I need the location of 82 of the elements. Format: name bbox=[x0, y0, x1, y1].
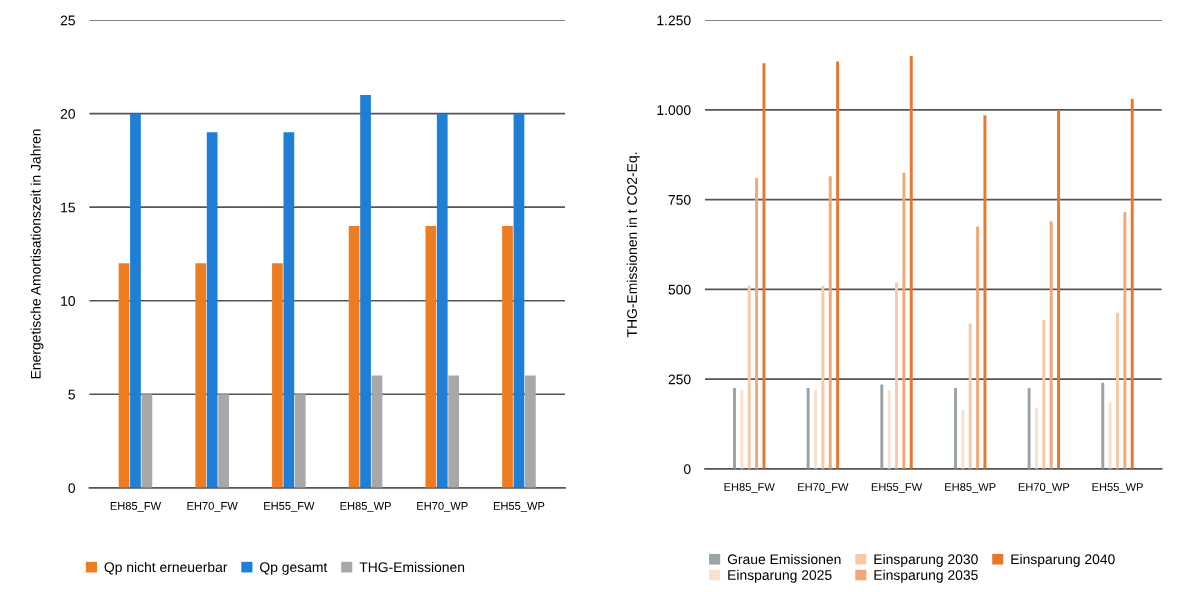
y-tick-label: 1.250 bbox=[657, 15, 691, 26]
x-tick-label: EH70_WP bbox=[417, 501, 468, 512]
legend-label: Einsparung 2025 bbox=[728, 569, 832, 583]
y-tick-label: 5 bbox=[68, 389, 75, 400]
bar bbox=[1101, 382, 1105, 469]
y-tick-label: 0 bbox=[683, 464, 691, 475]
legend-label: Graue Emissionen bbox=[727, 553, 841, 565]
bar bbox=[1123, 212, 1127, 469]
bar bbox=[448, 375, 460, 488]
bar bbox=[895, 282, 899, 469]
bar bbox=[814, 389, 817, 469]
bar bbox=[1057, 109, 1061, 469]
bar bbox=[371, 375, 383, 488]
x-tick-label: EH55_FW bbox=[264, 502, 315, 512]
bar bbox=[283, 132, 295, 488]
x-tick-label: EH70_FW bbox=[798, 483, 849, 494]
bar bbox=[880, 384, 884, 469]
bar bbox=[902, 172, 906, 469]
bar bbox=[755, 178, 759, 469]
bar bbox=[747, 285, 751, 469]
bar bbox=[806, 388, 810, 469]
x-tick-label: EH85_WP bbox=[340, 501, 391, 512]
bar bbox=[976, 226, 980, 469]
bar bbox=[1035, 407, 1038, 469]
bar bbox=[525, 375, 536, 488]
bar bbox=[887, 389, 891, 469]
x-tick-label: EH55_WP bbox=[493, 502, 545, 512]
x-tick-label: EH85_WP bbox=[945, 483, 996, 494]
x-tick-label: EH85_FW bbox=[110, 501, 162, 512]
bar bbox=[272, 263, 283, 488]
legend-label: THG-Emissionen bbox=[359, 561, 465, 573]
y-tick-label: 10 bbox=[61, 296, 76, 306]
legend-label: Qp nicht erneuerbar bbox=[104, 561, 228, 575]
bar bbox=[218, 394, 229, 488]
bar bbox=[1042, 319, 1046, 469]
bar bbox=[1116, 312, 1119, 469]
bar bbox=[130, 113, 141, 488]
legend-label: Einsparung 2035 bbox=[874, 569, 978, 583]
x-tick-label: EH55_WP bbox=[1092, 483, 1143, 494]
bar bbox=[206, 132, 218, 488]
bar bbox=[195, 263, 207, 488]
y-axis-title: Energetische Amortisationszeit in Jahren bbox=[30, 129, 44, 379]
bar bbox=[733, 388, 736, 469]
y-tick-label: 0 bbox=[68, 483, 76, 493]
y-tick-label: 25 bbox=[60, 15, 75, 26]
bar bbox=[141, 394, 153, 488]
bar bbox=[968, 323, 972, 469]
bar bbox=[360, 94, 371, 488]
y-tick-label: 1.000 bbox=[657, 105, 691, 116]
bar bbox=[828, 176, 832, 469]
bar bbox=[513, 113, 525, 488]
legend-label: Qp gesamt bbox=[260, 562, 328, 575]
bar bbox=[425, 225, 437, 488]
legend-label: Einsparung 2040 bbox=[1011, 553, 1115, 567]
bar bbox=[1027, 388, 1031, 469]
bar bbox=[961, 409, 965, 469]
bar bbox=[502, 225, 513, 488]
bar bbox=[740, 389, 744, 469]
bar bbox=[1108, 402, 1112, 469]
bar bbox=[436, 113, 448, 488]
bar bbox=[1130, 99, 1134, 469]
bar bbox=[909, 56, 913, 469]
bar bbox=[821, 285, 825, 469]
bar bbox=[983, 115, 987, 469]
bar bbox=[953, 388, 957, 469]
bar bbox=[348, 225, 360, 488]
bar bbox=[1049, 221, 1053, 469]
y-tick-label: 20 bbox=[60, 109, 76, 119]
bar bbox=[836, 61, 840, 469]
y-tick-label: 750 bbox=[668, 194, 691, 205]
bar bbox=[118, 263, 130, 488]
x-tick-label: EH85_FW bbox=[724, 483, 775, 494]
y-tick-label: 250 bbox=[668, 374, 691, 385]
bar bbox=[762, 63, 766, 469]
bar bbox=[294, 394, 306, 488]
x-tick-label: EH70_WP bbox=[1018, 483, 1070, 494]
x-tick-label: EH70_FW bbox=[187, 501, 238, 512]
y-axis-title: THG-Emissionen in t CO2-Eq. bbox=[626, 152, 640, 338]
y-tick-label: 500 bbox=[668, 284, 691, 295]
legend-label: Einsparung 2030 bbox=[874, 553, 978, 567]
x-tick-label: EH55_FW bbox=[871, 483, 923, 494]
y-tick-label: 15 bbox=[61, 202, 75, 213]
